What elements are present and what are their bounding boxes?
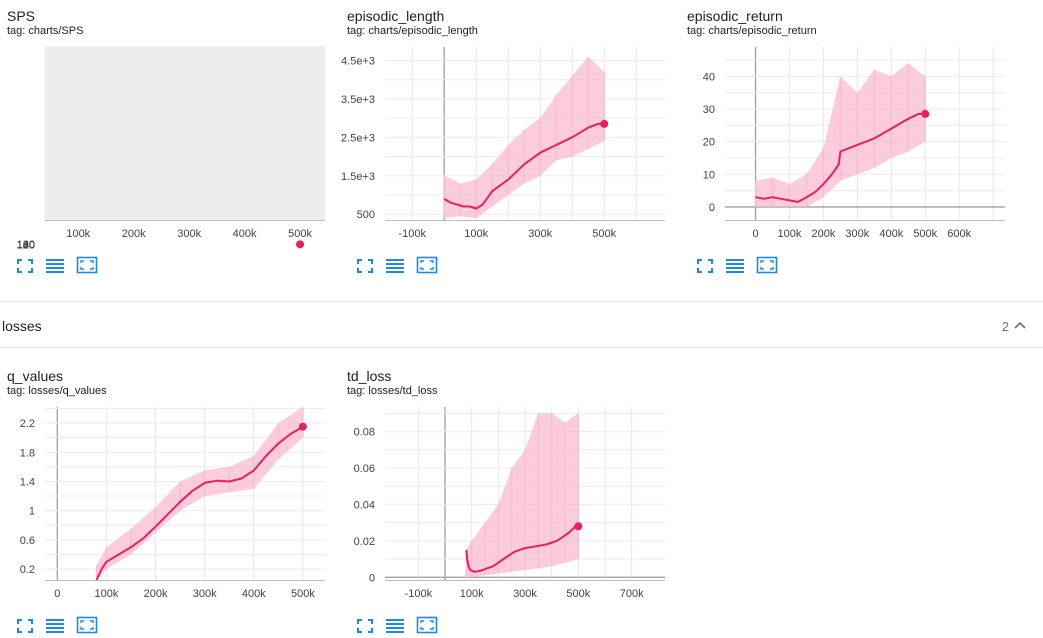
chart-title: SPS bbox=[7, 8, 35, 24]
x-tick-label: 500k bbox=[288, 228, 312, 240]
chart-tag: tag: charts/SPS bbox=[7, 25, 83, 37]
chart-card-sps: SPS tag: charts/SPS 100k 200k 300k 400k 500k… bbox=[0, 0, 330, 290]
x-tick-label: 200k bbox=[122, 228, 146, 240]
x-tick-label: 100k bbox=[66, 228, 90, 240]
x-tick-label: 400k bbox=[233, 228, 257, 240]
x-tick-label: 300k bbox=[177, 228, 201, 240]
